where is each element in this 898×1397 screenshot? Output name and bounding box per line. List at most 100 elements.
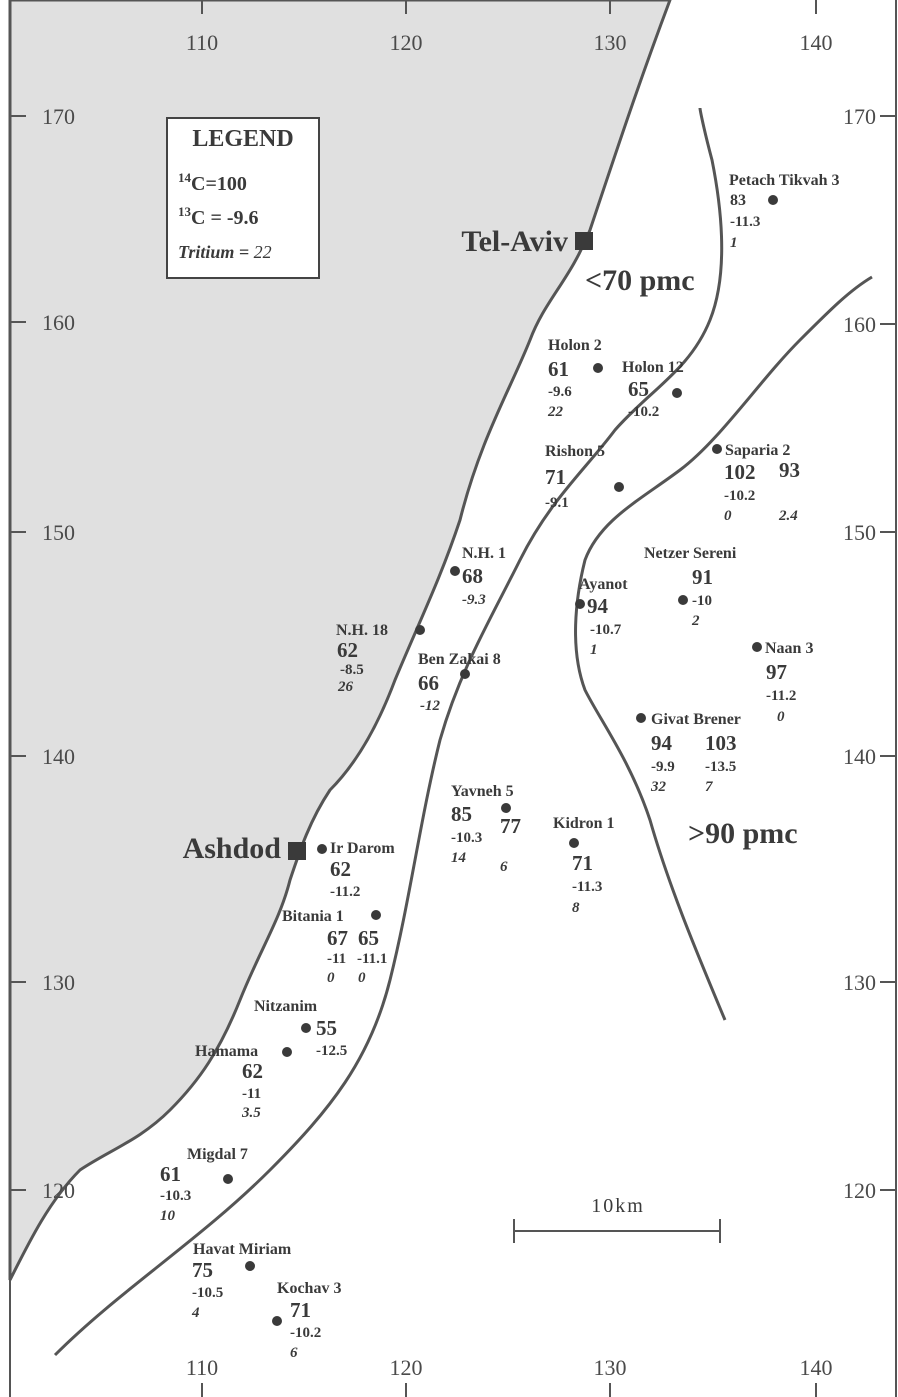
legend-box: LEGEND 14C=100 13C = -9.6 Tritium = 22 <box>166 117 320 279</box>
well-c13-second: -11.1 <box>357 951 387 967</box>
well-c13: -10.3 <box>451 830 482 846</box>
tick-left-170: 170 <box>42 104 75 129</box>
well-marker <box>593 363 603 373</box>
well-name: Bitania 1 <box>282 908 344 925</box>
tick-bottom-120: 120 <box>390 1355 423 1380</box>
zone-label-90pmc: >90 pmc <box>688 817 798 850</box>
well-tritium: 26 <box>337 679 354 695</box>
well-c13: -10.5 <box>192 1285 223 1301</box>
well-name: Havat Miriam <box>193 1241 292 1258</box>
well-tritium: 2 <box>691 613 700 629</box>
well-tritium-second: 2.4 <box>778 508 798 524</box>
well-c13: -10.2 <box>290 1325 321 1341</box>
tick-right-160: 160 <box>843 312 876 337</box>
well-name: Naan 3 <box>765 640 813 657</box>
well-name: Netzer Sereni <box>644 545 737 562</box>
zone-label-70pmc: <70 pmc <box>585 264 695 297</box>
city-marker-tel-aviv <box>575 232 593 250</box>
well-c13: -11.2 <box>766 688 796 704</box>
well-tritium: 0 <box>777 709 785 725</box>
legend-c13: 13C = -9.6 <box>178 204 259 229</box>
axis-bottom: 110 120 130 140 <box>186 1355 833 1397</box>
well-c14: 85 <box>451 802 472 826</box>
well-c13-second: -13.5 <box>705 759 736 775</box>
tick-top-130: 130 <box>594 30 627 55</box>
tick-right-170: 170 <box>843 104 876 129</box>
well-tritium: 4 <box>191 1305 200 1321</box>
tick-bottom-140: 140 <box>800 1355 833 1380</box>
well-tritium: 8 <box>572 900 580 916</box>
well-c13: -11.3 <box>730 214 760 230</box>
well-marker <box>569 838 579 848</box>
well-name: Holon 2 <box>548 337 602 354</box>
legend-c14-sup: 14 <box>178 170 192 185</box>
tick-right-130: 130 <box>843 970 876 995</box>
axis-top: 110 120 130 140 <box>186 0 833 55</box>
well-name: Holon 12 <box>622 359 684 376</box>
well-petach-tikvah-3: Petach Tikvah 3 83 -11.3 1 <box>729 172 840 251</box>
tick-bottom-110: 110 <box>186 1355 218 1380</box>
well-c14: 71 <box>545 465 566 489</box>
well-c14: 94 <box>587 594 609 618</box>
well-marker <box>752 642 762 652</box>
sea-area <box>8 0 672 1281</box>
well-tritium-second: 6 <box>500 859 508 875</box>
legend-c14: 14C=100 <box>178 170 247 195</box>
legend-c13-sup: 13 <box>178 204 192 219</box>
boundary-70pmc <box>53 107 724 1357</box>
well-c14: 94 <box>651 731 673 755</box>
well-nitzanim: Nitzanim 55 -12.5 <box>254 998 347 1059</box>
well-tritium: 1 <box>590 642 598 658</box>
well-marker <box>636 713 646 723</box>
well-givat-brener: Givat Brener 94 103 -9.9 -13.5 32 7 <box>636 711 741 795</box>
tick-left-120: 120 <box>42 1178 75 1203</box>
well-c14: 97 <box>766 660 787 684</box>
well-c14: 68 <box>462 564 483 588</box>
tick-right-140: 140 <box>843 744 876 769</box>
tick-right-120: 120 <box>843 1178 876 1203</box>
well-c13: -9.1 <box>545 495 569 511</box>
tick-left-130: 130 <box>42 970 75 995</box>
well-marker <box>712 444 722 454</box>
well-c14: 62 <box>330 857 351 881</box>
well-tritium: 3.5 <box>241 1105 261 1121</box>
well-tritium: 14 <box>451 850 467 866</box>
tick-top-110: 110 <box>186 30 218 55</box>
scale-bar: 10km <box>513 1195 721 1243</box>
well-name: Hamama <box>195 1043 258 1060</box>
well-netzer-sereni: Netzer Sereni 91 -10 2 <box>644 545 737 629</box>
city-label-tel-aviv: Tel-Aviv <box>461 225 568 258</box>
well-marker <box>672 388 682 398</box>
well-rishon-5: Rishon 5 71 -9.1 <box>545 443 624 511</box>
well-tritium: 6 <box>290 1345 298 1361</box>
well-marker <box>272 1316 282 1326</box>
well-name: Ben Zakai 8 <box>418 651 501 668</box>
well-name: Ir Darom <box>330 840 395 857</box>
legend-tritium-label: Tritium = <box>178 242 254 262</box>
well-marker <box>282 1047 292 1057</box>
well-name: Nitzanim <box>254 998 318 1015</box>
well-holon-2: Holon 2 61 -9.6 22 <box>547 337 603 420</box>
well-c14: 55 <box>316 1016 337 1040</box>
well-holon-12: Holon 12 65 -10.2 <box>622 359 684 420</box>
legend-c14-text: C=100 <box>191 173 247 195</box>
city-tel-aviv: Tel-Aviv <box>461 225 593 258</box>
well-marker <box>768 195 778 205</box>
well-marker <box>450 566 460 576</box>
well-ayanot: Ayanot 94 -10.7 1 <box>575 576 628 658</box>
well-yavneh-5: Yavneh 5 85 77 -10.3 14 6 <box>451 783 521 875</box>
tick-left-150: 150 <box>42 520 75 545</box>
well-marker <box>460 669 470 679</box>
well-tritium: 0 <box>327 970 335 986</box>
scale-label: 10km <box>591 1195 645 1217</box>
axis-left: 170 160 150 140 130 120 <box>10 104 75 1203</box>
well-c13: -9.9 <box>651 759 675 775</box>
well-name: Saparia 2 <box>725 442 790 459</box>
legend-c13-text: C = -9.6 <box>191 207 259 229</box>
well-migdal-7: Migdal 7 61 -10.3 10 <box>160 1146 248 1224</box>
well-tritium: 10 <box>160 1208 176 1224</box>
well-c13: -9.6 <box>548 384 572 400</box>
well-name: N.H. 1 <box>462 545 506 562</box>
well-c14: 67 <box>327 926 348 950</box>
well-tritium-second: 7 <box>705 779 713 795</box>
